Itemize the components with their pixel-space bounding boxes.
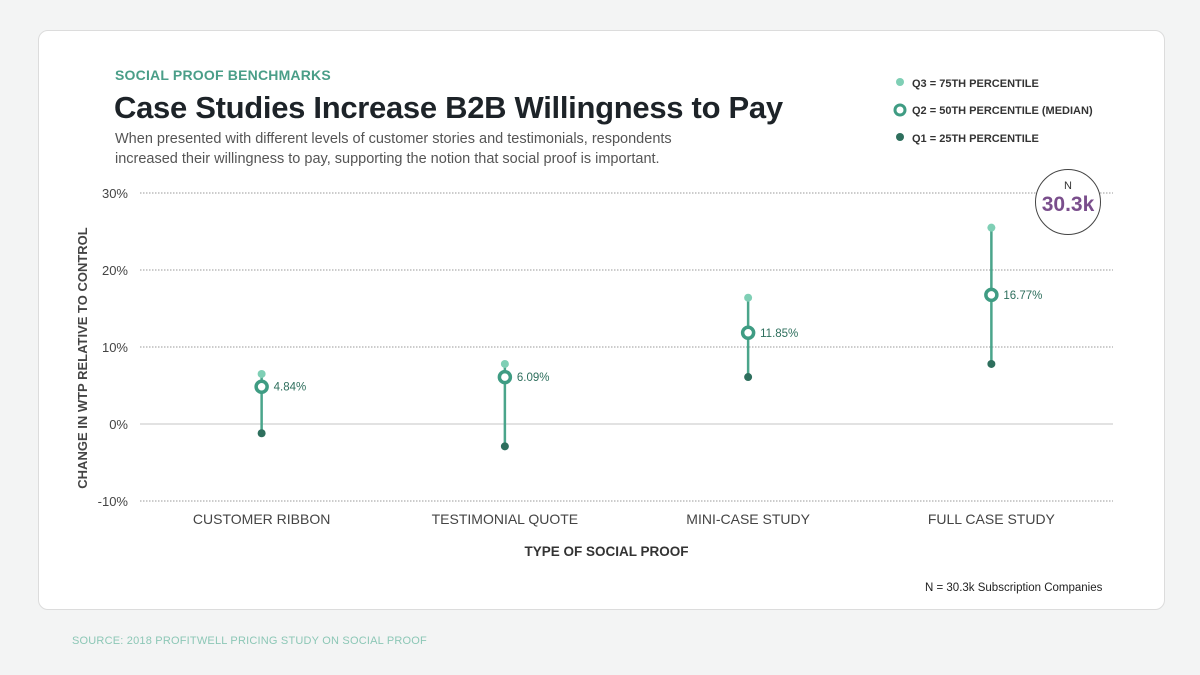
y-tick-label: 0% xyxy=(109,417,128,432)
q3-point xyxy=(744,293,753,302)
legend: Q3 = 75TH PERCENTILE Q2 = 50TH PERCENTIL… xyxy=(888,70,1093,153)
x-tick-label: TESTIMONIAL QUOTE xyxy=(432,511,579,527)
q3-dot-icon xyxy=(888,76,912,91)
median-point xyxy=(497,369,513,385)
q1-point xyxy=(257,429,266,438)
chart-title: Case Studies Increase B2B Willingness to… xyxy=(114,90,783,125)
q1-point xyxy=(500,442,509,451)
y-tick-label: -10% xyxy=(98,494,129,509)
legend-q1: Q1 = 25TH PERCENTILE xyxy=(888,125,1093,153)
n-badge-value: 30.3k xyxy=(1041,193,1095,216)
legend-q2: Q2 = 50TH PERCENTILE (MEDIAN) xyxy=(888,98,1093,126)
y-axis-label: CHANGE IN WTP RELATIVE TO CONTROL xyxy=(75,227,90,489)
median-label: 11.85% xyxy=(760,328,798,340)
legend-q3: Q3 = 75TH PERCENTILE xyxy=(888,70,1093,98)
q3-point xyxy=(987,223,996,232)
legend-label: Q3 = 75TH PERCENTILE xyxy=(912,77,1039,90)
q1-point xyxy=(987,359,996,368)
source: SOURCE: 2018 PROFITWELL PRICING STUDY ON… xyxy=(72,635,427,647)
n-badge: N 30.3k xyxy=(1035,169,1101,235)
legend-label: Q1 = 25TH PERCENTILE xyxy=(912,132,1039,145)
y-tick-label: 30% xyxy=(102,186,128,201)
x-tick-label: MINI-CASE STUDY xyxy=(686,511,810,527)
x-tick-label: FULL CASE STUDY xyxy=(928,511,1056,527)
chart-card xyxy=(38,30,1165,610)
q3-point xyxy=(257,369,266,378)
median-label: 16.77% xyxy=(1003,290,1042,302)
median-label: 6.09% xyxy=(517,372,550,384)
x-axis-label: TYPE OF SOCIAL PROOF xyxy=(524,544,688,559)
n-badge-label: N xyxy=(1064,180,1072,192)
median-ring-icon xyxy=(888,102,912,121)
sample-note: N = 30.3k Subscription Companies xyxy=(925,582,1103,594)
y-tick-label: 20% xyxy=(102,263,128,278)
legend-label: Q2 = 50TH PERCENTILE (MEDIAN) xyxy=(912,105,1093,118)
kicker: SOCIAL PROOF BENCHMARKS xyxy=(115,67,331,83)
q1-dot-icon xyxy=(888,131,912,146)
median-point xyxy=(740,325,756,341)
median-label: 4.84% xyxy=(274,382,307,394)
y-tick-label: 10% xyxy=(102,340,128,355)
median-point xyxy=(984,287,999,303)
median-point xyxy=(254,379,269,394)
x-tick-label: CUSTOMER RIBBON xyxy=(193,511,330,527)
q1-point xyxy=(744,373,753,382)
q3-point xyxy=(500,359,509,368)
chart-subtitle: When presented with different levels of … xyxy=(115,131,672,167)
